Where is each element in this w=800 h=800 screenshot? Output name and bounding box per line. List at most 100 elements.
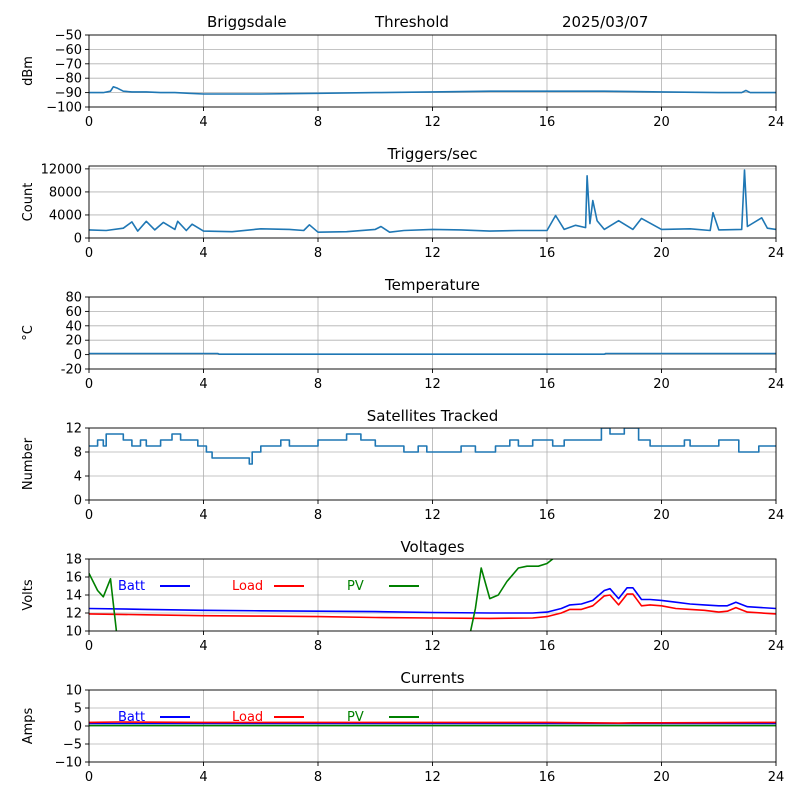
y-tick-label: 8	[74, 446, 82, 461]
y-axis-title: dBm	[21, 56, 36, 86]
x-tick-label: 20	[653, 508, 670, 523]
x-tick-label: 24	[768, 508, 785, 523]
series-line-load	[89, 721, 776, 724]
x-tick-label: 4	[199, 508, 207, 523]
x-tick-label: 0	[85, 508, 93, 523]
header-mode: Threshold	[374, 13, 449, 31]
y-tick-label: 0	[74, 720, 82, 735]
series-line-batt	[89, 587, 776, 614]
x-tick-label: 4	[199, 377, 207, 392]
x-tick-label: 0	[85, 377, 93, 392]
y-tick-label: 4000	[49, 208, 82, 223]
y-tick-label: 40	[65, 319, 82, 334]
y-tick-label: −10	[55, 756, 82, 771]
y-tick-label: −5	[63, 738, 82, 753]
panel-title: Voltages	[400, 538, 464, 556]
x-tick-label: 16	[539, 639, 556, 654]
x-tick-label: 16	[539, 115, 556, 130]
y-tick-label: 14	[65, 589, 82, 604]
x-tick-label: 0	[85, 246, 93, 261]
x-tick-label: 0	[85, 639, 93, 654]
x-tick-label: 24	[768, 639, 785, 654]
y-tick-label: 16	[65, 571, 82, 586]
x-tick-label: 24	[768, 770, 785, 785]
y-axis-title: °C	[21, 325, 36, 341]
x-tick-label: 12	[424, 115, 441, 130]
x-tick-label: 12	[424, 377, 441, 392]
x-tick-label: 4	[199, 770, 207, 785]
x-tick-label: 12	[424, 639, 441, 654]
legend-label-load: Load	[232, 579, 263, 594]
panel-4: 0 4 8 12 16 20 24 10 12 14 16 18 Volts Voltages Batt Lo…	[21, 538, 784, 654]
y-axis-title: Amps	[21, 707, 36, 744]
x-tick-label: 12	[424, 246, 441, 261]
y-tick-label: 10	[65, 625, 82, 640]
y-tick-label: −100	[46, 101, 82, 116]
series-line	[89, 86, 776, 95]
x-tick-label: 12	[424, 770, 441, 785]
y-tick-label: −70	[55, 57, 82, 72]
y-tick-label: 0	[74, 348, 82, 363]
y-axis-title: Count	[21, 183, 36, 222]
x-tick-label: 4	[199, 246, 207, 261]
y-tick-label: −60	[55, 43, 82, 58]
header-station: Briggsdale	[207, 13, 287, 31]
y-tick-label: 12	[65, 607, 82, 622]
y-tick-label: −80	[55, 72, 82, 87]
x-tick-label: 8	[314, 770, 322, 785]
x-tick-label: 20	[653, 770, 670, 785]
panel-title: Triggers/sec	[387, 145, 478, 163]
x-tick-label: 20	[653, 246, 670, 261]
series-line	[89, 169, 776, 233]
panel-0: 0 4 8 12 16 20 24 −100−90−80−70−60−50 dBm	[21, 29, 784, 131]
y-tick-label: −90	[55, 86, 82, 101]
y-tick-label: 0	[74, 494, 82, 509]
x-tick-label: 0	[85, 115, 93, 130]
y-tick-label: 12000	[41, 162, 82, 177]
panel-3: 0 4 8 12 16 20 24 0 4 8 12 Number Satellites Tracked	[21, 407, 784, 523]
y-tick-label: 12	[65, 422, 82, 437]
x-tick-label: 24	[768, 377, 785, 392]
x-tick-label: 16	[539, 246, 556, 261]
legend-label-pv: PV	[347, 579, 364, 594]
panel-5: 0 4 8 12 16 20 24 −10 −5 0 5 10 Amps Currents Batt Load…	[21, 669, 784, 785]
y-tick-label: 60	[65, 305, 82, 320]
y-axis-title: Number	[21, 437, 36, 490]
panel-title: Satellites Tracked	[367, 407, 498, 425]
x-tick-label: 16	[539, 377, 556, 392]
x-tick-label: 8	[314, 639, 322, 654]
panel-1: 0 4 8 12 16 20 24 0 4000 8000 12000 Count Triggers/s…	[21, 145, 784, 261]
y-tick-label: 4	[74, 470, 82, 485]
x-tick-label: 24	[768, 246, 785, 261]
x-tick-label: 0	[85, 770, 93, 785]
x-tick-label: 4	[199, 639, 207, 654]
legend-label-load: Load	[232, 710, 263, 725]
legend-label-batt: Batt	[118, 710, 145, 725]
y-tick-label: -20	[61, 363, 82, 378]
y-tick-label: 8000	[49, 185, 82, 200]
legend-label-pv: PV	[347, 710, 364, 725]
y-tick-label: 80	[65, 291, 82, 306]
panel-title: Currents	[400, 669, 464, 687]
series-line	[89, 428, 776, 465]
x-tick-label: 20	[653, 377, 670, 392]
x-tick-label: 4	[199, 115, 207, 130]
x-tick-label: 20	[653, 115, 670, 130]
series-line-pv	[89, 559, 554, 631]
x-tick-label: 12	[424, 508, 441, 523]
y-tick-label: −50	[55, 29, 82, 44]
legend-label-batt: Batt	[118, 579, 145, 594]
header-date: 2025/03/07	[562, 13, 648, 31]
y-tick-label: 10	[65, 684, 82, 699]
x-tick-label: 8	[314, 508, 322, 523]
y-tick-label: 20	[65, 334, 82, 349]
series-line-load	[89, 593, 776, 620]
x-tick-label: 24	[768, 115, 785, 130]
y-tick-label: 18	[65, 553, 82, 568]
y-axis-title: Volts	[21, 579, 36, 611]
x-tick-label: 20	[653, 639, 670, 654]
y-tick-label: 0	[74, 232, 82, 247]
